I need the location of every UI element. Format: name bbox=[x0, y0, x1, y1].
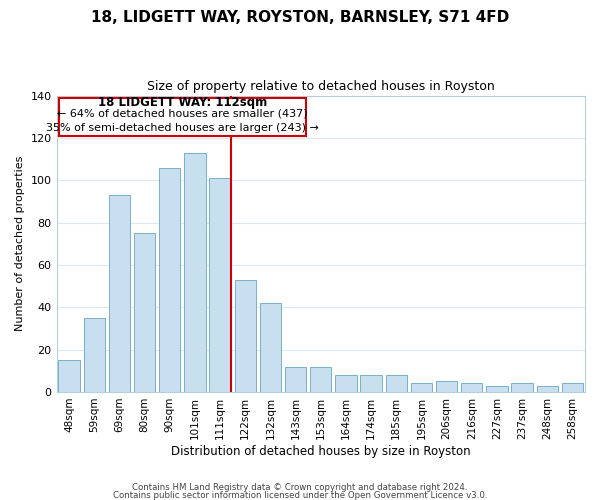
Text: Contains HM Land Registry data © Crown copyright and database right 2024.: Contains HM Land Registry data © Crown c… bbox=[132, 484, 468, 492]
Text: Contains public sector information licensed under the Open Government Licence v3: Contains public sector information licen… bbox=[113, 490, 487, 500]
Bar bbox=[235, 280, 256, 392]
Bar bbox=[159, 168, 181, 392]
Bar bbox=[58, 360, 80, 392]
Bar bbox=[260, 303, 281, 392]
Bar bbox=[285, 366, 307, 392]
FancyBboxPatch shape bbox=[59, 98, 305, 136]
Bar bbox=[310, 366, 331, 392]
Bar bbox=[511, 384, 533, 392]
Text: 18 LIDGETT WAY: 112sqm: 18 LIDGETT WAY: 112sqm bbox=[98, 96, 267, 110]
Bar bbox=[486, 386, 508, 392]
Text: ← 64% of detached houses are smaller (437): ← 64% of detached houses are smaller (43… bbox=[57, 108, 308, 118]
Title: Size of property relative to detached houses in Royston: Size of property relative to detached ho… bbox=[147, 80, 494, 93]
Bar bbox=[83, 318, 105, 392]
Bar bbox=[361, 375, 382, 392]
Bar bbox=[386, 375, 407, 392]
Bar bbox=[134, 233, 155, 392]
Bar bbox=[209, 178, 231, 392]
Text: 35% of semi-detached houses are larger (243) →: 35% of semi-detached houses are larger (… bbox=[46, 124, 319, 134]
Bar bbox=[436, 382, 457, 392]
Bar bbox=[109, 195, 130, 392]
Bar bbox=[461, 384, 482, 392]
X-axis label: Distribution of detached houses by size in Royston: Distribution of detached houses by size … bbox=[171, 444, 470, 458]
Bar bbox=[536, 386, 558, 392]
Bar bbox=[411, 384, 432, 392]
Bar bbox=[184, 152, 206, 392]
Y-axis label: Number of detached properties: Number of detached properties bbox=[15, 156, 25, 332]
Bar bbox=[335, 375, 356, 392]
Bar bbox=[562, 384, 583, 392]
Text: 18, LIDGETT WAY, ROYSTON, BARNSLEY, S71 4FD: 18, LIDGETT WAY, ROYSTON, BARNSLEY, S71 … bbox=[91, 10, 509, 25]
